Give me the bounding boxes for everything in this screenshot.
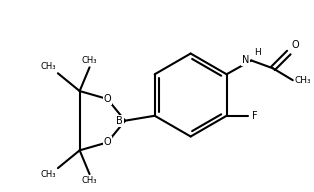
Text: F: F xyxy=(252,111,258,121)
Text: CH₃: CH₃ xyxy=(82,56,97,65)
Text: O: O xyxy=(292,40,300,50)
Text: CH₃: CH₃ xyxy=(41,170,56,179)
Text: O: O xyxy=(104,137,111,147)
Text: N: N xyxy=(242,55,249,65)
Text: O: O xyxy=(104,94,111,104)
Text: CH₃: CH₃ xyxy=(295,76,311,85)
Text: B: B xyxy=(116,116,123,126)
Text: H: H xyxy=(254,48,261,57)
Text: CH₃: CH₃ xyxy=(82,176,97,185)
Text: CH₃: CH₃ xyxy=(41,62,56,71)
